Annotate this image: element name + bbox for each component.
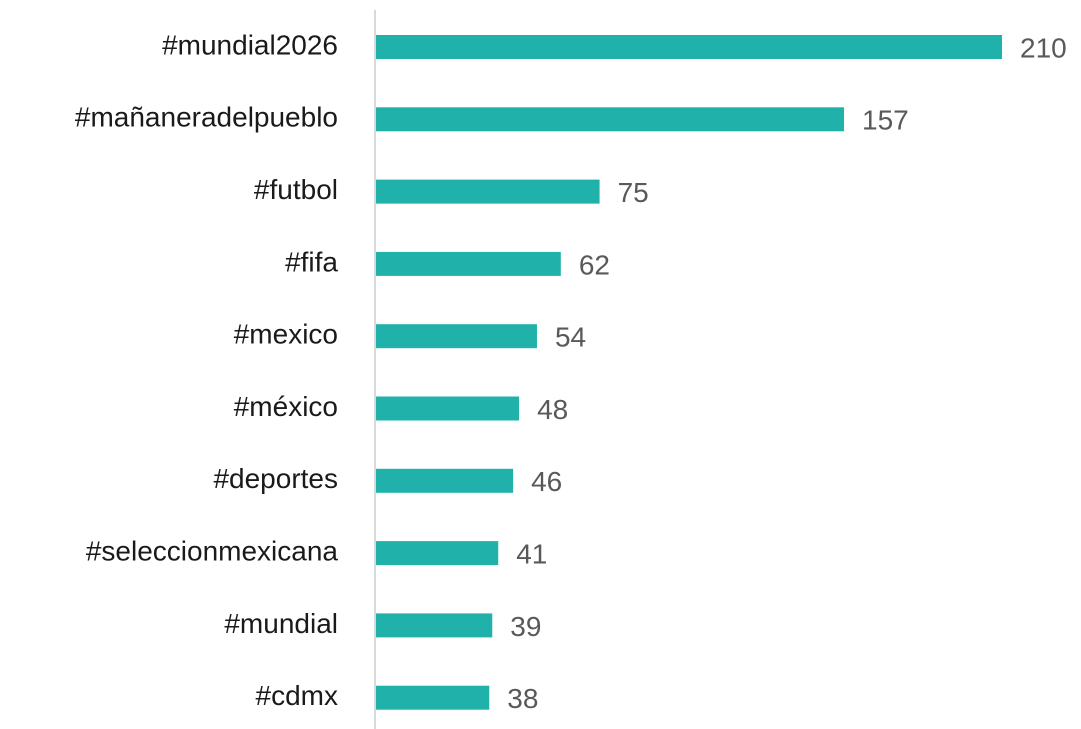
bar	[376, 685, 490, 710]
category-label: #mundial2026	[162, 29, 338, 60]
value-label: 62	[579, 249, 610, 280]
category-label: #futbol	[254, 174, 338, 205]
value-label: 54	[555, 322, 586, 353]
value-label: 48	[537, 394, 568, 425]
category-label: #fifa	[285, 246, 338, 277]
category-label: #cdmx	[256, 680, 338, 711]
bar	[376, 613, 493, 638]
category-label: #seleccionmexicana	[86, 535, 339, 566]
bar	[376, 251, 561, 276]
value-label: 75	[618, 177, 649, 208]
value-label: 46	[531, 466, 562, 497]
value-label: 41	[516, 538, 547, 569]
bar	[376, 396, 520, 421]
bar	[376, 468, 514, 493]
bar	[376, 324, 537, 349]
category-label: #mundial	[224, 608, 338, 639]
value-label: 39	[510, 611, 541, 642]
category-label: #mexico	[234, 319, 338, 350]
category-label: #deportes	[213, 463, 338, 494]
category-label: #méxico	[234, 391, 338, 422]
value-label: 210	[1020, 32, 1067, 63]
value-label: 38	[507, 683, 538, 714]
bar	[376, 35, 1002, 59]
bar	[376, 107, 845, 132]
category-label: #mañaneradelpueblo	[75, 102, 338, 133]
bar	[376, 541, 499, 566]
bar	[376, 179, 600, 204]
value-label: 157	[862, 105, 909, 136]
